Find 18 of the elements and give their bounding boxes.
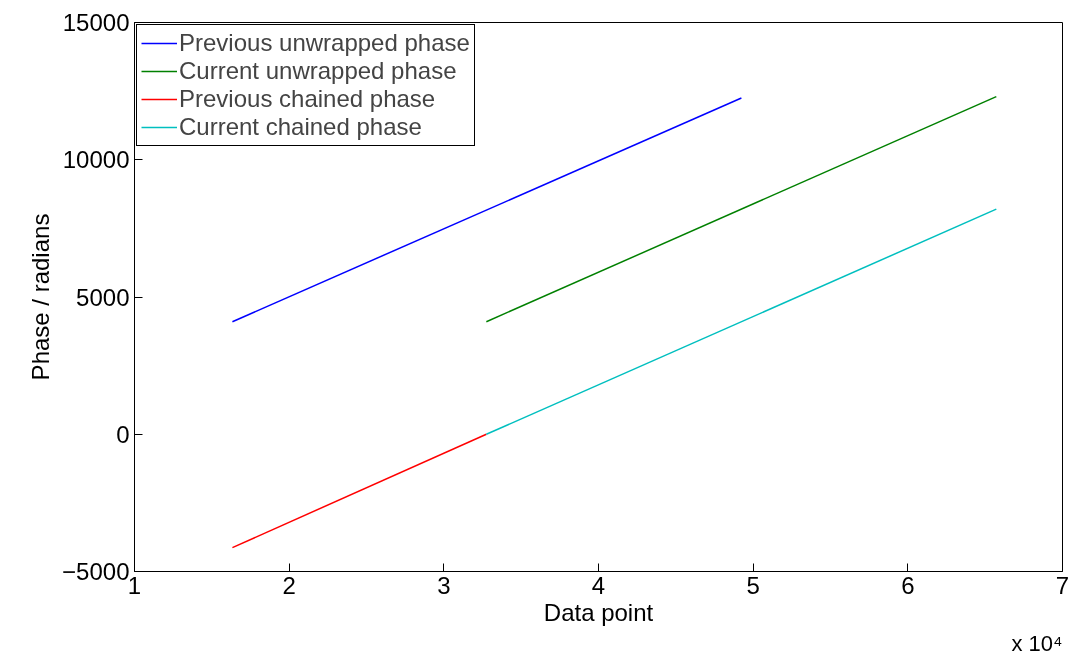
x-tick-label: 4 — [591, 571, 606, 599]
y-tick-label: 10000 — [62, 146, 130, 174]
y-axis-title: Phase / radians — [27, 213, 55, 381]
legend-label: Current chained phase — [179, 113, 422, 141]
x-tick-label: 3 — [437, 571, 451, 599]
y-tick-label: 5000 — [76, 283, 130, 311]
y-tick-label: 0 — [116, 420, 130, 448]
legend-label: Previous unwrapped phase — [179, 29, 470, 57]
legend-label: Current unwrapped phase — [179, 57, 457, 85]
x-axis-title: Data point — [543, 598, 654, 626]
x-tick-label: 6 — [901, 571, 915, 599]
x-tick-label: 7 — [1055, 571, 1070, 599]
y-tick-label: 15000 — [62, 9, 130, 36]
x-tick-label: 2 — [282, 571, 296, 599]
y-tick-label: −5000 — [62, 558, 130, 585]
text: x 10⁴ — [1011, 630, 1063, 655]
x-tick-label: 5 — [746, 571, 760, 599]
legend-label: Previous chained phase — [179, 85, 436, 113]
